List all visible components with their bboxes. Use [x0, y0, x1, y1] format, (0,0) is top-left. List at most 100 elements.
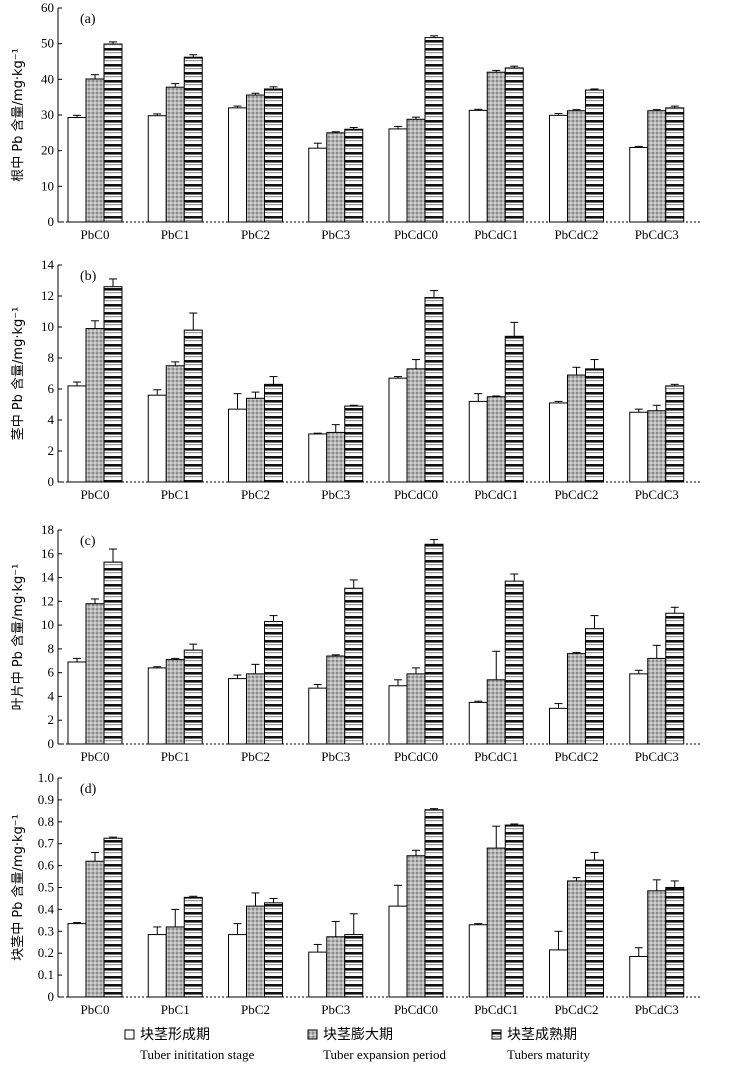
bar-maturity: [344, 128, 364, 223]
legend-item-maturity: 块茎成熟期 Tubers maturity: [491, 1027, 590, 1062]
panel-a: 0 10 20 30 40 50 60 (a) 根中 Pb 含量/mg·kg⁻¹ PbC0 PbC1…: [10, 0, 700, 242]
bar-expansion: [406, 673, 426, 745]
bar-formation: [147, 394, 167, 483]
bar-maturity: [665, 385, 685, 483]
category-label: PbC2: [241, 1002, 270, 1017]
category-label: PbC3: [321, 749, 350, 764]
y-tick-label: 8: [48, 350, 55, 365]
bar-formation: [67, 923, 87, 998]
bar-expansion: [647, 890, 667, 998]
category-label: PbC3: [321, 227, 350, 242]
y-tick-label: 50: [41, 36, 54, 51]
bar-expansion: [647, 657, 667, 745]
bar-formation: [308, 147, 328, 223]
bar-expansion: [85, 328, 105, 483]
y-tick-label: 12: [41, 593, 54, 608]
y-axis-title: 茎中 Pb 含量/mg·kg⁻¹: [10, 307, 26, 441]
bar-formation: [67, 116, 87, 223]
y-tick-label: 0.5: [38, 880, 54, 895]
panel-label: (a): [80, 12, 96, 27]
y-tick-label: 0.8: [38, 814, 54, 829]
bar-maturity: [183, 649, 203, 745]
category-label: PbC0: [81, 749, 110, 764]
bar-maturity: [665, 887, 685, 998]
category-label: PbC2: [241, 227, 270, 242]
y-tick-label: 12: [41, 288, 54, 303]
bar-formation: [388, 128, 408, 223]
bar-maturity: [264, 621, 283, 745]
bar-formation: [629, 411, 649, 483]
category-label: PbCdC0: [394, 749, 438, 764]
y-tick-label: 60: [41, 0, 54, 15]
bar-maturity: [183, 329, 203, 483]
y-axis-title: 叶片中 Pb 含量/mg·kg⁻¹: [10, 564, 26, 711]
category-label: PbCdC1: [474, 1002, 518, 1017]
bar-formation: [549, 707, 568, 745]
bar-expansion: [326, 431, 346, 483]
bar-maturity: [103, 286, 123, 483]
legend-sublabel-formation: Tuber inititation stage: [140, 1047, 255, 1062]
y-tick-label: 0.7: [38, 836, 55, 851]
bar-formation: [549, 114, 568, 223]
bar-maturity: [424, 543, 444, 745]
category-label: PbC0: [81, 487, 110, 502]
bar-formation: [549, 949, 568, 998]
bar-expansion: [647, 410, 667, 483]
y-tick-label: 14: [41, 570, 55, 585]
bar-formation: [629, 146, 649, 223]
category-label: PbC1: [161, 487, 190, 502]
bar-maturity: [344, 934, 364, 998]
category-label: PbCdC3: [635, 227, 679, 242]
bar-expansion: [165, 86, 185, 223]
bar-expansion: [165, 926, 185, 998]
bar-formation: [228, 934, 247, 998]
y-tick-label: 6: [48, 381, 55, 396]
category-label: PbCdC2: [554, 749, 598, 764]
legend: 块茎形成期 Tuber inititation stage 块茎膨大期 Tube…: [124, 1026, 590, 1062]
y-tick-label: 2: [48, 712, 55, 727]
y-tick-label: 16: [41, 546, 55, 561]
bar-expansion: [246, 673, 265, 745]
category-label: PbCdC1: [474, 227, 518, 242]
category-label: PbC2: [241, 749, 270, 764]
category-label: PbCdC0: [394, 487, 438, 502]
bar-maturity: [103, 43, 123, 223]
bar-maturity: [504, 335, 524, 483]
bar-formation: [228, 678, 247, 745]
bar-expansion: [326, 132, 346, 223]
bar-formation: [228, 107, 247, 223]
y-tick-label: 10: [41, 178, 54, 193]
bar-expansion: [647, 110, 667, 223]
y-tick-label: 20: [41, 143, 54, 158]
category-label: PbC1: [161, 227, 190, 242]
y-tick-label: 10: [41, 617, 54, 632]
y-tick-label: 0.1: [38, 967, 54, 982]
bar-maturity: [585, 859, 604, 998]
category-label: PbC2: [241, 487, 270, 502]
bar-expansion: [486, 396, 506, 483]
legend-label-maturity: 块茎成熟期: [507, 1027, 577, 1043]
bar-maturity: [344, 587, 364, 745]
bar-formation: [468, 924, 488, 998]
y-tick-label: 18: [41, 522, 54, 537]
y-axis-title: 块茎中 Pb 含量/mg·kg⁻¹: [10, 814, 26, 961]
bar-maturity: [103, 561, 123, 745]
panel-c: 0 2 4 6 8 10 12 14 16 18 (c) 叶片中 Pb 含量/mg·kg⁻¹ PbC0 P…: [10, 522, 700, 764]
y-tick-label: 10: [41, 319, 54, 334]
y-tick-label: 8: [48, 641, 55, 656]
bar-expansion: [246, 397, 265, 483]
legend-sublabel-expansion: Tuber expansion period: [323, 1047, 447, 1062]
category-label: PbCdC2: [554, 487, 598, 502]
category-label: PbCdC1: [474, 749, 518, 764]
bar-maturity: [424, 37, 444, 223]
y-tick-label: 6: [48, 665, 55, 680]
legend-label-formation: 块茎形成期: [140, 1027, 210, 1043]
bar-expansion: [85, 860, 105, 998]
bar-formation: [549, 402, 568, 483]
bar-maturity: [424, 297, 444, 483]
bar-maturity: [103, 837, 123, 998]
bar-formation: [468, 400, 488, 483]
bar-expansion: [486, 71, 506, 223]
category-label: PbCdC1: [474, 487, 518, 502]
y-tick-label: 0.9: [38, 792, 54, 807]
